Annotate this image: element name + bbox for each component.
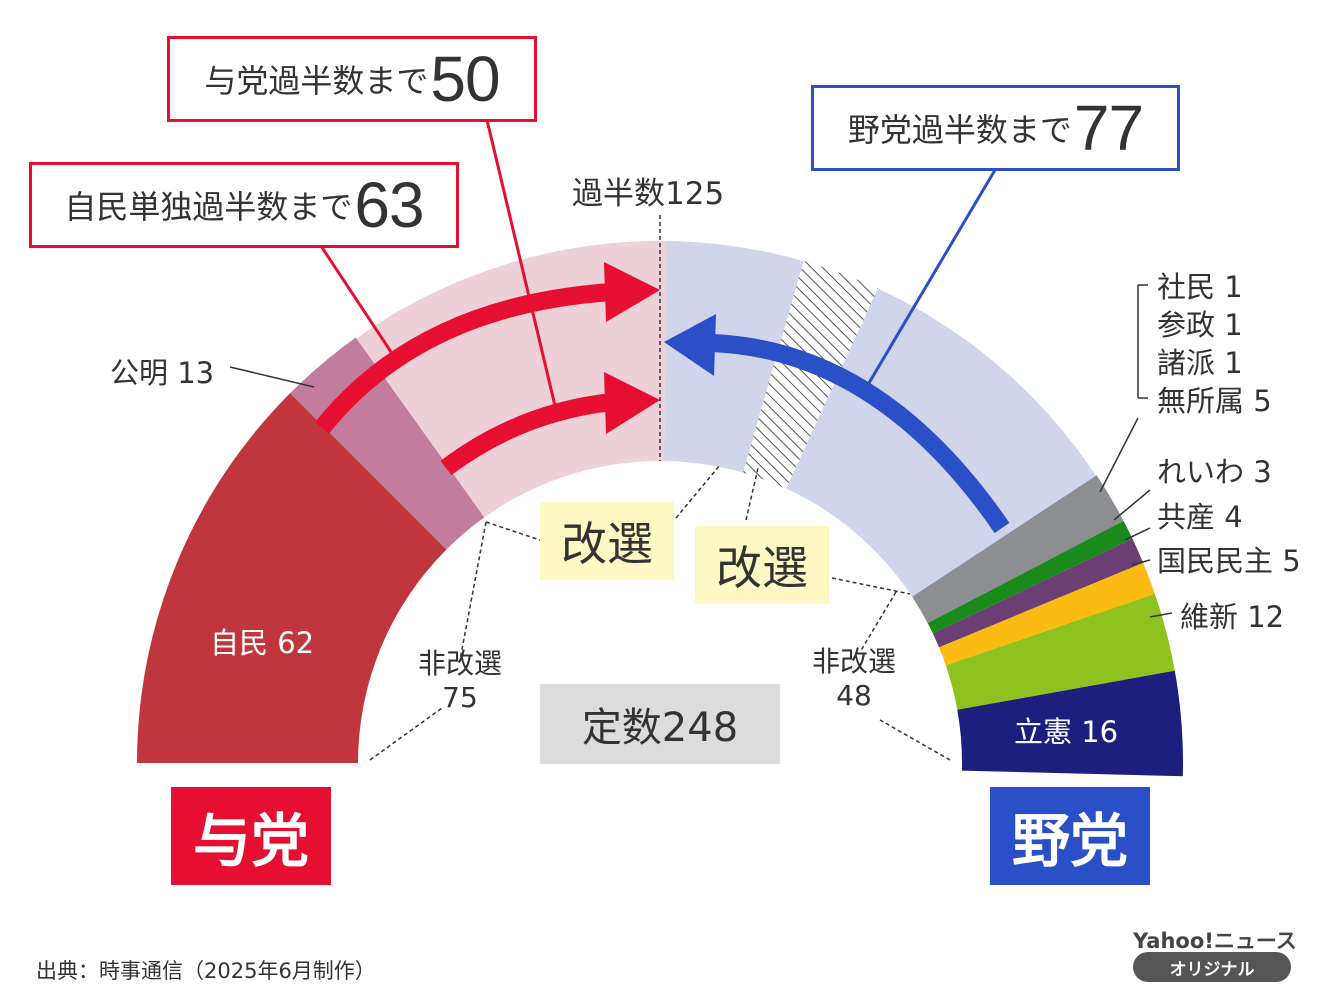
segment-2 [356, 241, 667, 518]
segment-8 [945, 593, 1175, 710]
callout-ldp-majority-prefix: 自民単独過半数まで [64, 188, 353, 226]
callout-ldp-majority-value: 63 [354, 169, 424, 241]
segment-5 [927, 520, 1133, 634]
leader-komei [229, 366, 315, 388]
label-ishin: 維新 12 [1180, 600, 1285, 634]
pointer-ruling-majority [485, 119, 558, 411]
kaisen-tag-ruling: 改選 [540, 502, 674, 580]
segment-0 [137, 393, 447, 763]
label-reiwa: れいわ 3 [1157, 455, 1272, 489]
kaisen-tag-opposition: 改選 [695, 526, 829, 604]
callout-opposition-majority-prefix: 野党過半数まで [847, 111, 1072, 149]
label-dpfp: 国民民主 5 [1157, 544, 1301, 578]
segment-1 [290, 337, 485, 550]
callout-ruling-majority-value: 50 [430, 43, 500, 115]
opposition-side-label: 野党 [990, 787, 1150, 885]
total-seats: 定数248 [540, 684, 780, 764]
pointer-opposition-majority [864, 169, 997, 389]
leader-reiwa [1113, 489, 1151, 521]
arrow-ldp-head [604, 262, 660, 322]
ruling-side-label: 与党 [171, 787, 331, 885]
label-cdp: 立憲 16 [1014, 715, 1119, 749]
callout-ldp-majority: 自民単独過半数まで 63 [29, 162, 459, 248]
callout-ruling-majority: 与党過半数まで 50 [167, 36, 537, 122]
leader-small [1099, 417, 1139, 493]
label-small-1: 社民 1 [1157, 270, 1243, 304]
brand-logo: Yahoo!ニュース [1133, 929, 1297, 953]
label-jcp: 共産 4 [1157, 500, 1243, 534]
segment-6 [932, 538, 1144, 648]
hikaisen-ruling-label: 非改選 [417, 647, 502, 680]
guide-kaisen-opposition [745, 467, 759, 521]
label-small-4: 無所属 5 [1157, 384, 1272, 418]
source-note: 出典：時事通信（2025年6月制作） [36, 959, 376, 983]
segment-9 [957, 670, 1183, 777]
guide-hikaisen-ruling-a [459, 521, 487, 661]
hikaisen-opposition-label: 非改選 [811, 645, 896, 678]
leader-ishin [1149, 612, 1173, 618]
callout-opposition-majority: 野党過半数まで 77 [811, 85, 1180, 171]
arrow-ruling-shaft [440, 393, 613, 476]
guide-hikaisen-ruling-b [485, 521, 541, 541]
segment-7 [939, 562, 1155, 666]
guide-kaisen-ruling [675, 464, 721, 519]
label-ldp: 自民 62 [210, 626, 315, 660]
guide-hikaisen-opp-c [879, 719, 951, 761]
leader-jcp [1124, 527, 1151, 541]
majority-label: 過半数125 [572, 176, 725, 212]
callout-ruling-majority-prefix: 与党過半数まで [204, 62, 429, 100]
arrow-opposition-shaft [711, 334, 1010, 534]
brand-badge: オリジナル [1133, 952, 1291, 982]
guide-hikaisen-ruling-c [369, 707, 443, 761]
hikaisen-ruling: 非改選 75 [412, 647, 508, 715]
hikaisen-opposition-value: 48 [836, 679, 872, 712]
arrow-ldp-shaft [314, 283, 613, 434]
label-small-3: 諸派 1 [1157, 346, 1243, 380]
segment-hatch [743, 261, 878, 489]
callout-opposition-majority-value: 77 [1073, 92, 1144, 164]
label-small-2: 参政 1 [1157, 308, 1243, 342]
hikaisen-opposition: 非改選 48 [806, 645, 902, 713]
guide-hikaisen-opp-a [831, 577, 911, 595]
arrow-ruling-head [604, 372, 660, 434]
guide-hikaisen-opp-b [859, 591, 897, 653]
pointer-ldp-majority [319, 245, 397, 359]
hikaisen-ruling-value: 75 [442, 681, 478, 714]
segment-4 [912, 475, 1124, 624]
leader-dpfp [1131, 559, 1151, 566]
label-komei: 公明 13 [110, 356, 215, 390]
arrow-opposition-head [664, 314, 716, 376]
